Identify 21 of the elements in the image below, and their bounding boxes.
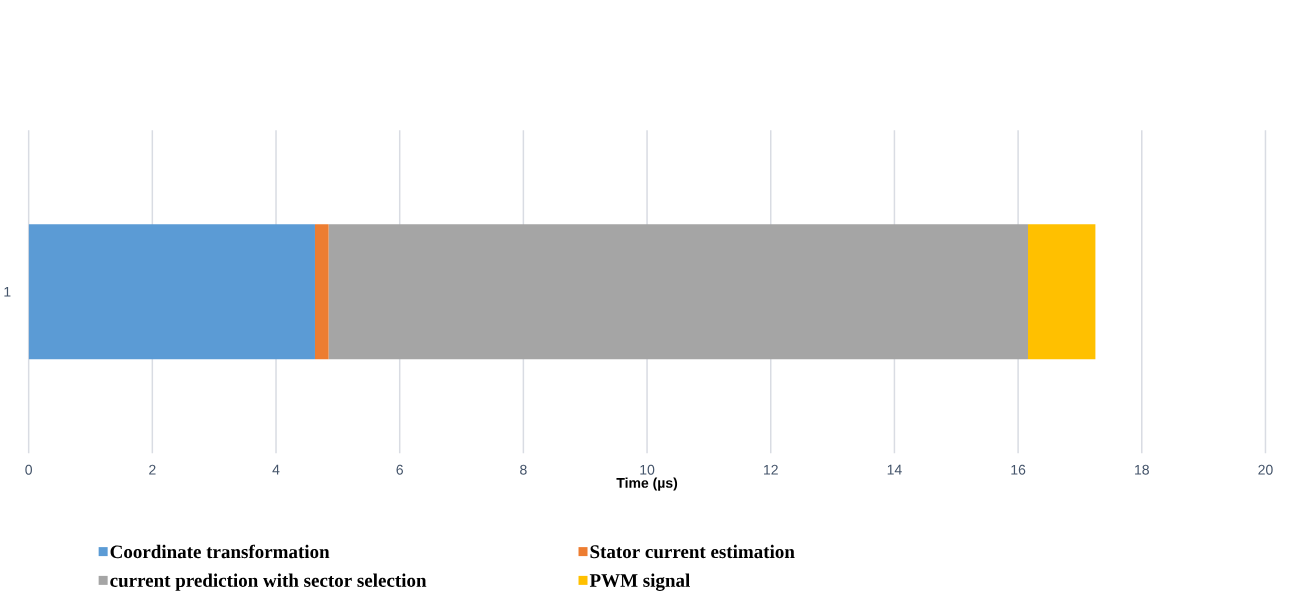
x-tick-label: 4: [272, 464, 280, 475]
legend-label: Stator current estimation: [590, 544, 795, 559]
x-tick-label: 6: [396, 464, 403, 475]
x-axis-title: Time (µs): [616, 477, 678, 491]
legend-label: PWM signal: [589, 573, 690, 591]
x-tick-label: 2: [149, 464, 156, 475]
bar: [28, 224, 315, 360]
bar: [314, 224, 329, 360]
x-tick-label: 18: [1135, 464, 1149, 475]
x-tick-label: 12: [764, 464, 778, 475]
x-tick-label: 8: [520, 464, 527, 475]
x-tick-label: 20: [1258, 464, 1273, 475]
y-tick-label: 1: [4, 286, 11, 297]
bar: [328, 224, 1028, 360]
x-tick-label: 10: [640, 464, 655, 475]
x-tick-label: 14: [887, 464, 902, 475]
legend-label: Coordinate transformation: [110, 544, 330, 559]
legend-label: current prediction with sector selection: [110, 573, 427, 591]
x-tick-label: 16: [1011, 464, 1026, 475]
x-tick-label: 0: [25, 464, 33, 475]
bar: [1028, 224, 1096, 360]
